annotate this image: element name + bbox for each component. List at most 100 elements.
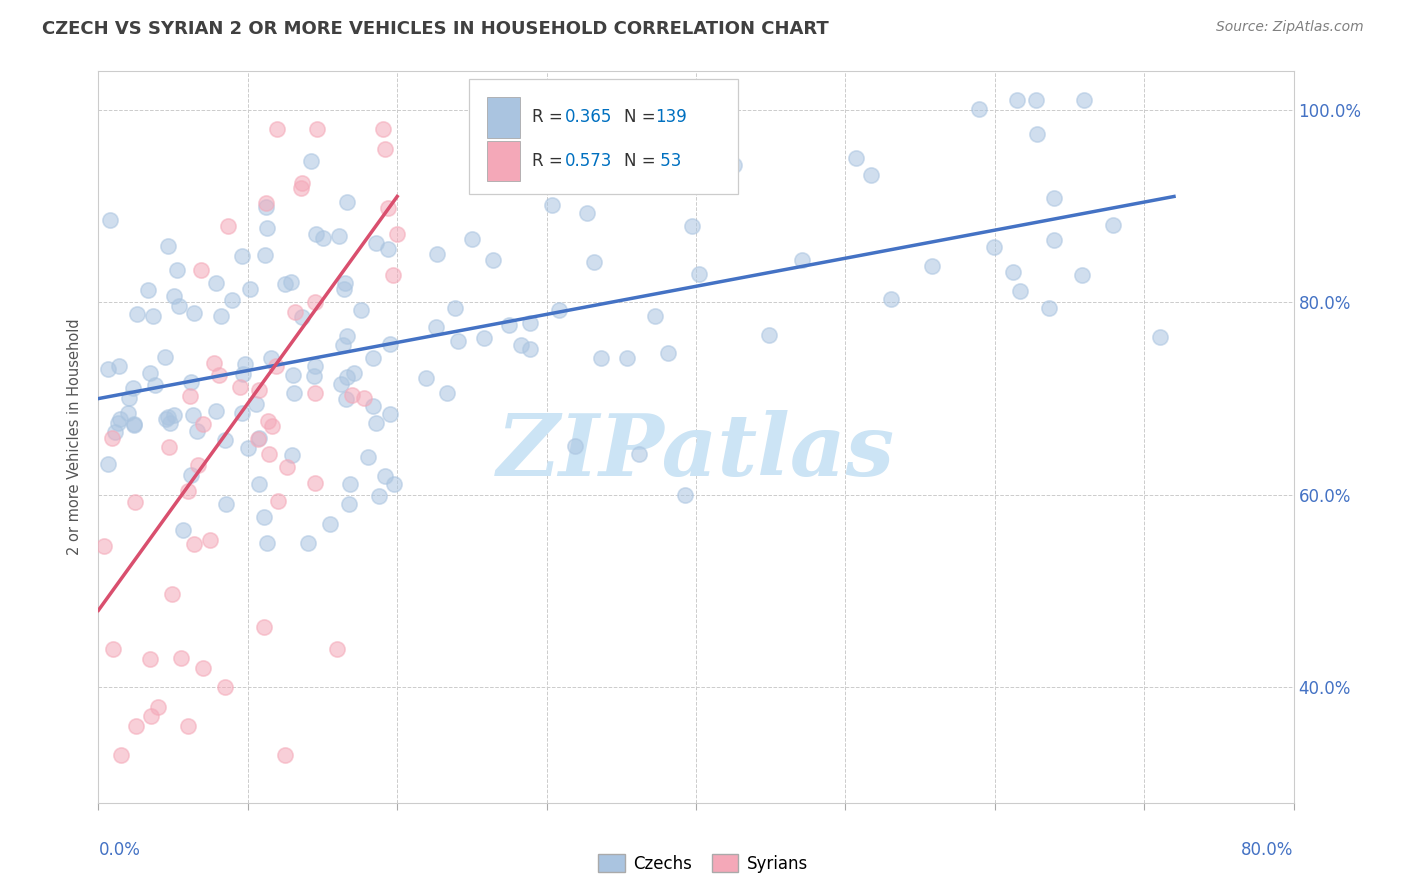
Point (141, 309, 163, 323)
Point (176, 484, 198, 499)
Point (139, 367, 162, 381)
Point (330, 376, 353, 391)
Point (97, 457, 120, 471)
Point (169, 651, 191, 665)
Point (110, 747, 132, 762)
Point (1026, 127, 1049, 141)
Point (921, 259, 943, 273)
Point (461, 231, 484, 245)
Legend: Czechs, Syrians: Czechs, Syrians (592, 847, 814, 880)
Point (385, 227, 408, 242)
Text: 139: 139 (655, 109, 688, 127)
Point (202, 356, 225, 370)
Point (519, 343, 541, 357)
Point (163, 409, 186, 423)
Point (589, 351, 612, 366)
Point (1043, 233, 1066, 247)
Point (1001, 265, 1024, 279)
Point (143, 378, 166, 392)
Point (101, 431, 124, 445)
Point (117, 406, 139, 420)
Point (339, 477, 361, 491)
Point (108, 359, 131, 373)
Text: Source: ZipAtlas.com: Source: ZipAtlas.com (1216, 20, 1364, 34)
Point (148, 699, 170, 714)
Point (104, 425, 127, 439)
Point (229, 379, 252, 393)
Point (336, 195, 359, 210)
Text: N =: N = (624, 153, 661, 170)
Point (107, 417, 129, 431)
Point (425, 320, 447, 334)
Text: R =: R = (533, 109, 568, 127)
Point (256, 220, 278, 235)
Point (125, 719, 148, 733)
Point (723, 158, 745, 172)
Point (159, 417, 181, 431)
Point (337, 498, 360, 512)
Point (245, 396, 267, 410)
Point (103, 641, 125, 656)
Point (472, 331, 495, 345)
Point (260, 419, 283, 434)
Point (221, 293, 243, 307)
Point (157, 440, 180, 454)
Point (564, 439, 586, 453)
Point (100, 213, 122, 227)
Point (758, 327, 780, 342)
Point (215, 497, 238, 511)
Point (254, 200, 277, 214)
Point (361, 351, 384, 365)
Point (267, 493, 290, 508)
Point (247, 383, 270, 397)
Point (253, 248, 276, 262)
Point (342, 387, 364, 401)
Point (257, 447, 280, 461)
Text: ZIPatlas: ZIPatlas (496, 410, 896, 493)
Point (236, 441, 259, 455)
Point (657, 346, 679, 360)
Point (155, 351, 177, 365)
Point (378, 336, 401, 351)
Point (253, 510, 276, 524)
Point (208, 368, 231, 383)
Point (373, 122, 395, 136)
Point (510, 338, 533, 352)
Point (304, 385, 326, 400)
Point (179, 389, 201, 403)
Point (280, 275, 302, 289)
Point (191, 661, 214, 675)
Point (447, 334, 470, 348)
Point (281, 368, 304, 382)
Point (382, 268, 405, 283)
Point (880, 293, 903, 307)
Point (304, 359, 326, 374)
Point (217, 219, 239, 234)
Point (283, 385, 305, 400)
Point (156, 239, 179, 253)
Point (183, 306, 205, 320)
Text: 53: 53 (655, 153, 682, 170)
Point (582, 255, 605, 269)
Point (190, 263, 212, 277)
Point (231, 406, 253, 420)
Point (374, 142, 396, 156)
Point (169, 300, 191, 314)
Point (332, 282, 354, 296)
Point (299, 153, 322, 168)
Point (155, 412, 177, 426)
Point (254, 196, 277, 211)
Point (232, 367, 254, 381)
Point (1025, 93, 1047, 107)
Point (290, 176, 312, 190)
Point (191, 417, 214, 432)
Point (239, 282, 262, 296)
Text: 0.365: 0.365 (565, 109, 612, 127)
Point (305, 227, 328, 241)
Point (156, 409, 179, 424)
Point (93, 539, 115, 553)
Point (307, 122, 329, 136)
Point (209, 309, 232, 323)
Point (122, 417, 145, 431)
Point (97, 362, 120, 376)
